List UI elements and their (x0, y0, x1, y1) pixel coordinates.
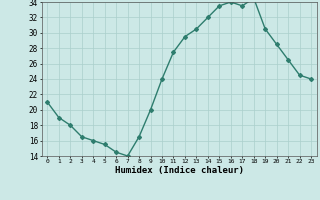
X-axis label: Humidex (Indice chaleur): Humidex (Indice chaleur) (115, 166, 244, 175)
